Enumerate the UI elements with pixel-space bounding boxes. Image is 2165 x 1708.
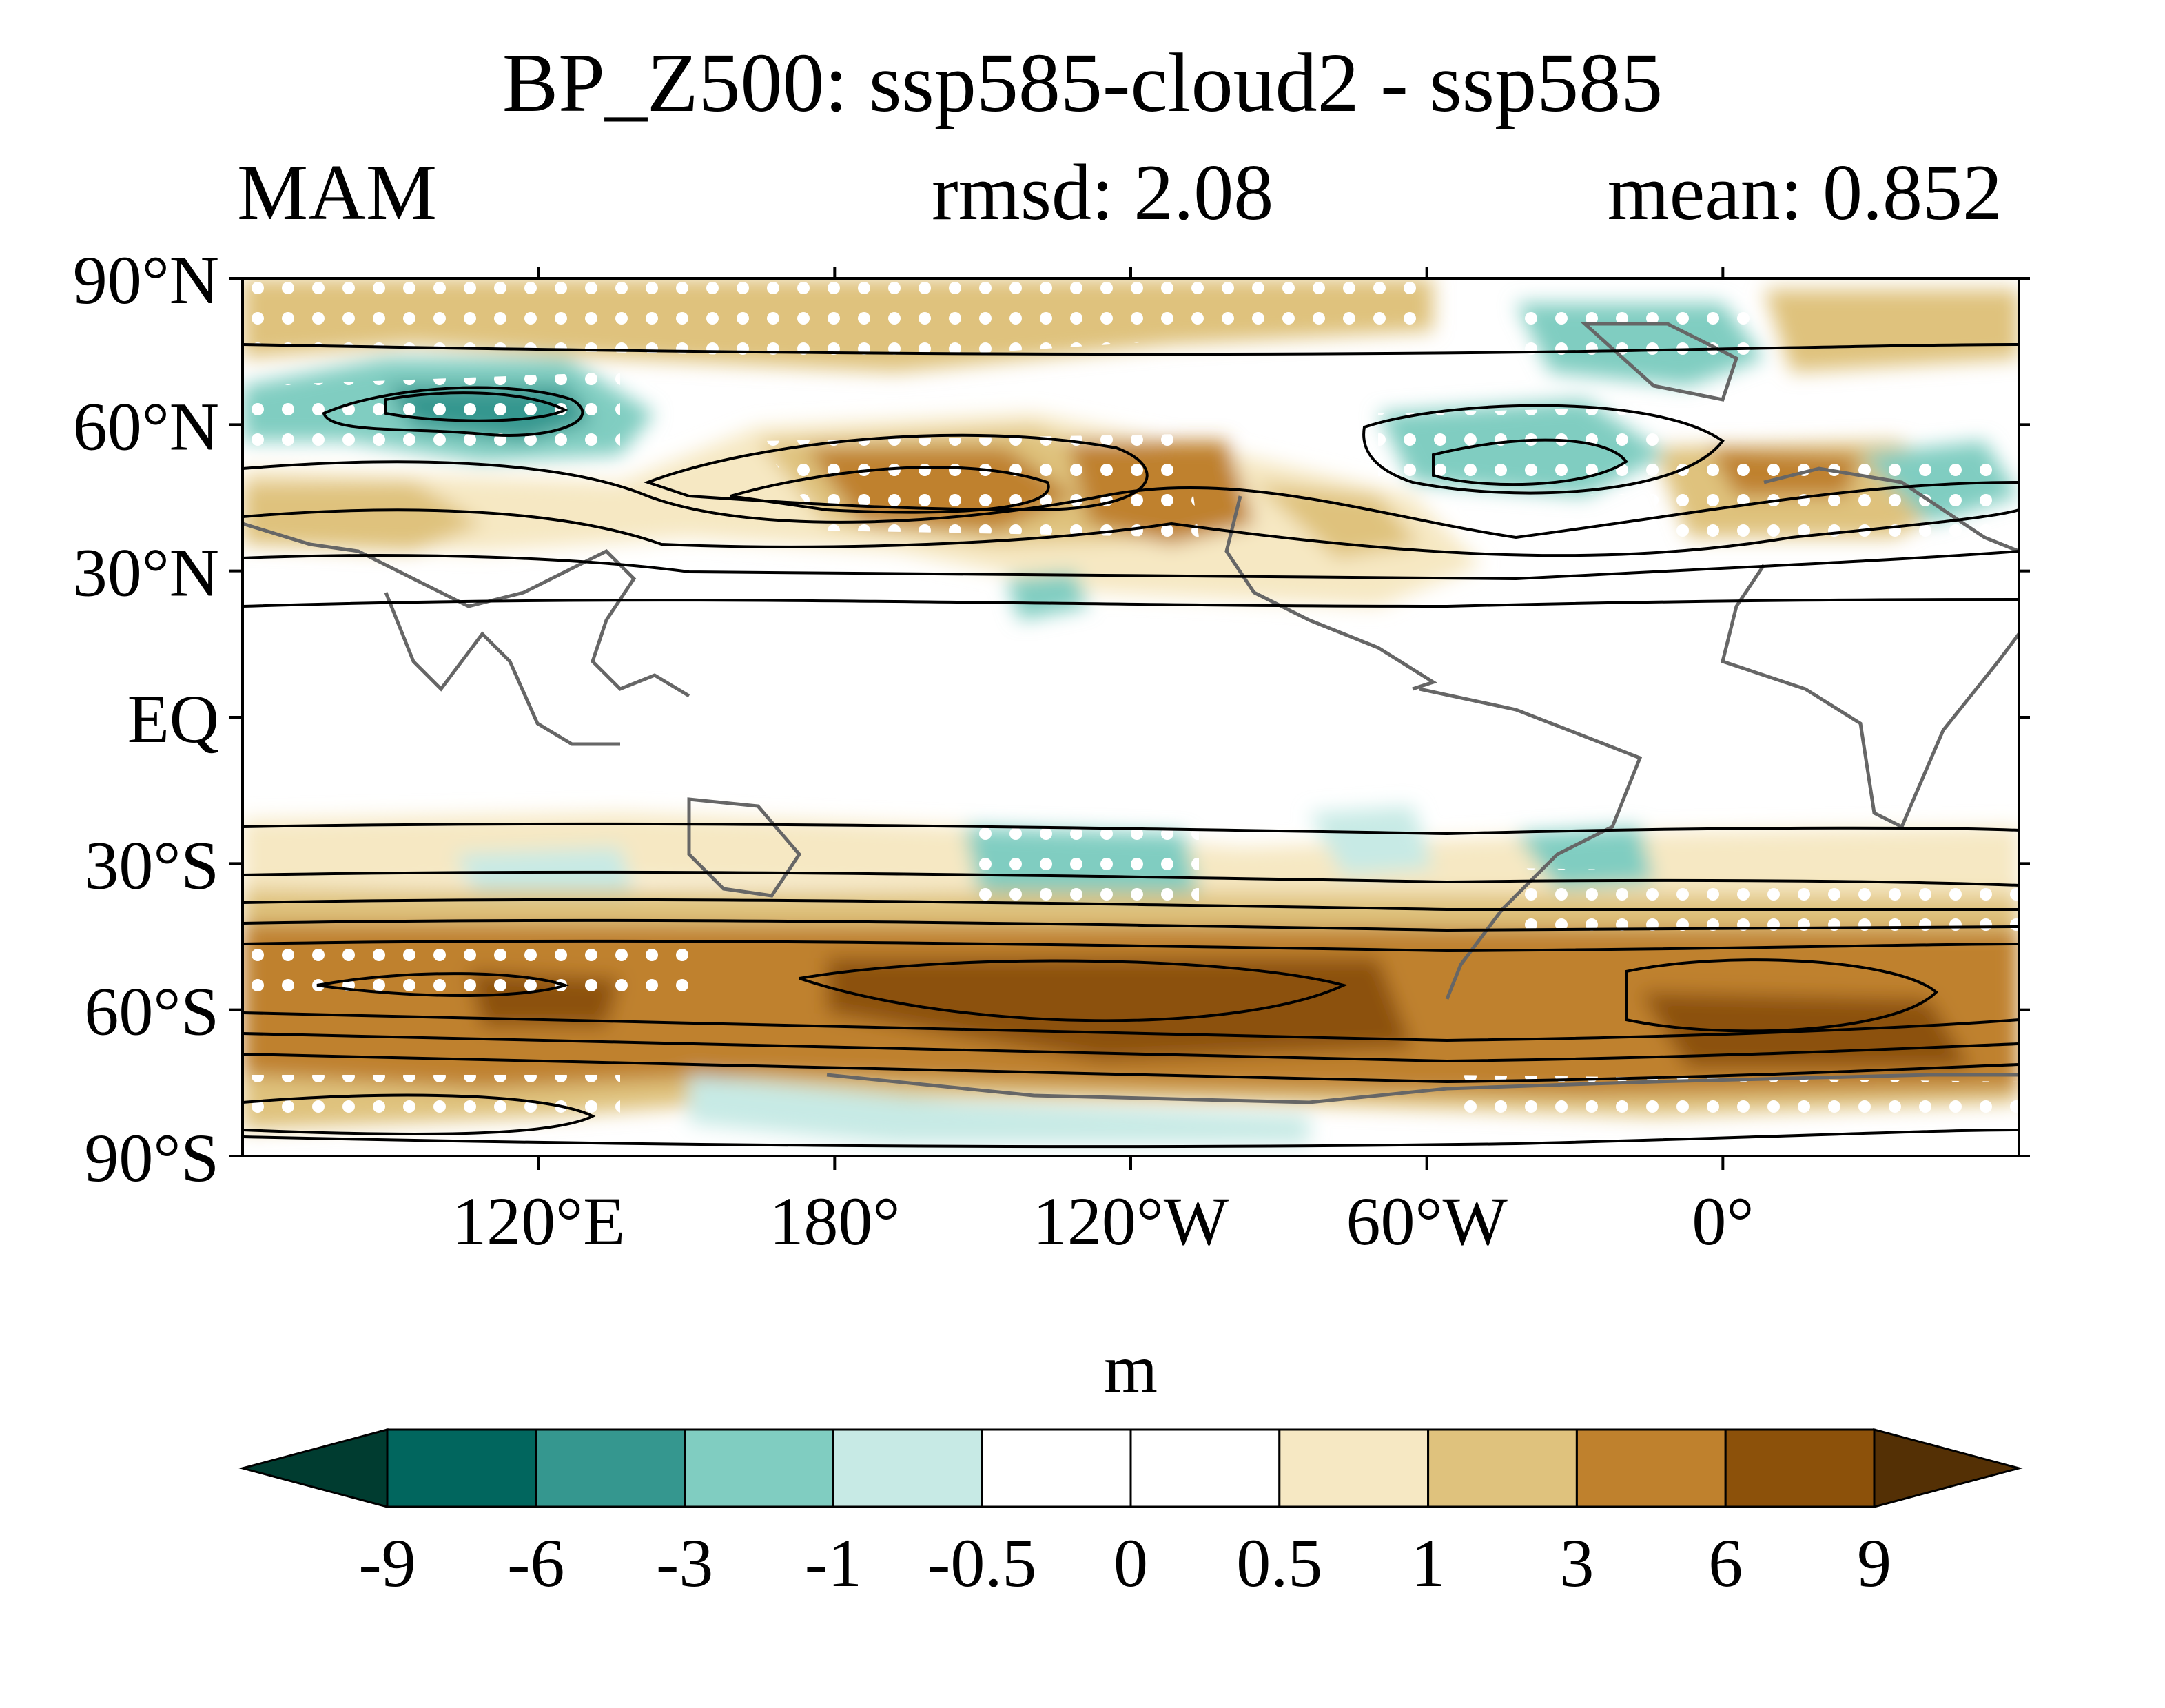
lat-tick-label-0: 90°N (73, 242, 219, 318)
colorbar-box-5 (1129, 1428, 1281, 1508)
colorbar: m -9 -6 -3 -1 -0.5 0 0.5 1 3 6 9 (238, 1330, 2023, 1601)
colorbar-box-4 (981, 1428, 1132, 1508)
lat-tick-label-3: EQ (127, 681, 219, 757)
colorbar-box-9 (1724, 1428, 1876, 1508)
colorbar-level-1: -6 (507, 1525, 564, 1601)
colorbar-box-2 (684, 1428, 834, 1508)
climatology-contours (243, 343, 2019, 1149)
colorbar-level-8: 3 (1559, 1525, 1594, 1601)
coastlines (243, 322, 2019, 1104)
colorbar-level-5: 0 (1114, 1525, 1148, 1601)
colorbar-level-10: 9 (1857, 1525, 1891, 1601)
lat-tick-label-4: 30°S (84, 827, 219, 903)
colorbar-box-1 (535, 1428, 686, 1508)
colorbar-under-arrow (238, 1428, 389, 1508)
lon-tick-label-4: 0° (1692, 1183, 1754, 1259)
lon-tick-label-3: 60°W (1346, 1183, 1508, 1259)
season-label: MAM (237, 149, 438, 237)
colorbar-level-0: -9 (358, 1525, 415, 1601)
colorbar-level-6: 0.5 (1236, 1525, 1322, 1601)
colorbar-level-4: -0.5 (927, 1525, 1036, 1601)
colorbar-level-9: 6 (1708, 1525, 1743, 1601)
lon-tick-label-2: 120°W (1033, 1183, 1229, 1259)
mean-label: mean: 0.852 (1607, 149, 2002, 237)
colorbar-level-7: 1 (1411, 1525, 1446, 1601)
colorbar-box-3 (832, 1428, 983, 1508)
colorbar-over-arrow (1873, 1428, 2023, 1508)
colorbar-box-0 (386, 1428, 537, 1508)
colorbar-box-6 (1278, 1428, 1430, 1508)
colorbar-box-7 (1427, 1428, 1578, 1508)
lon-tick-label-1: 180° (769, 1183, 900, 1259)
map-panel (243, 278, 2019, 1156)
map-title: BP_Z500: ssp585-cloud2 - ssp585 (502, 37, 1663, 130)
colorbar-box-8 (1575, 1428, 1727, 1508)
colorbar-unit: m (1104, 1330, 1158, 1407)
rmsd-label: rmsd: 2.08 (932, 149, 1274, 237)
longitude-axis: 120°E 180° 120°W 60°W 0° (452, 267, 1754, 1259)
lat-tick-label-2: 30°N (73, 535, 219, 611)
lat-tick-label-5: 60°S (84, 974, 219, 1050)
colorbar-level-3: -1 (805, 1525, 862, 1601)
latitude-axis: 90°N 60°N 30°N EQ 30°S 60°S 90°S (73, 242, 2030, 1196)
lon-tick-label-0: 120°E (452, 1183, 625, 1259)
lat-tick-label-6: 90°S (84, 1120, 219, 1196)
lat-tick-label-1: 60°N (73, 388, 219, 464)
colorbar-level-2: -3 (656, 1525, 713, 1601)
